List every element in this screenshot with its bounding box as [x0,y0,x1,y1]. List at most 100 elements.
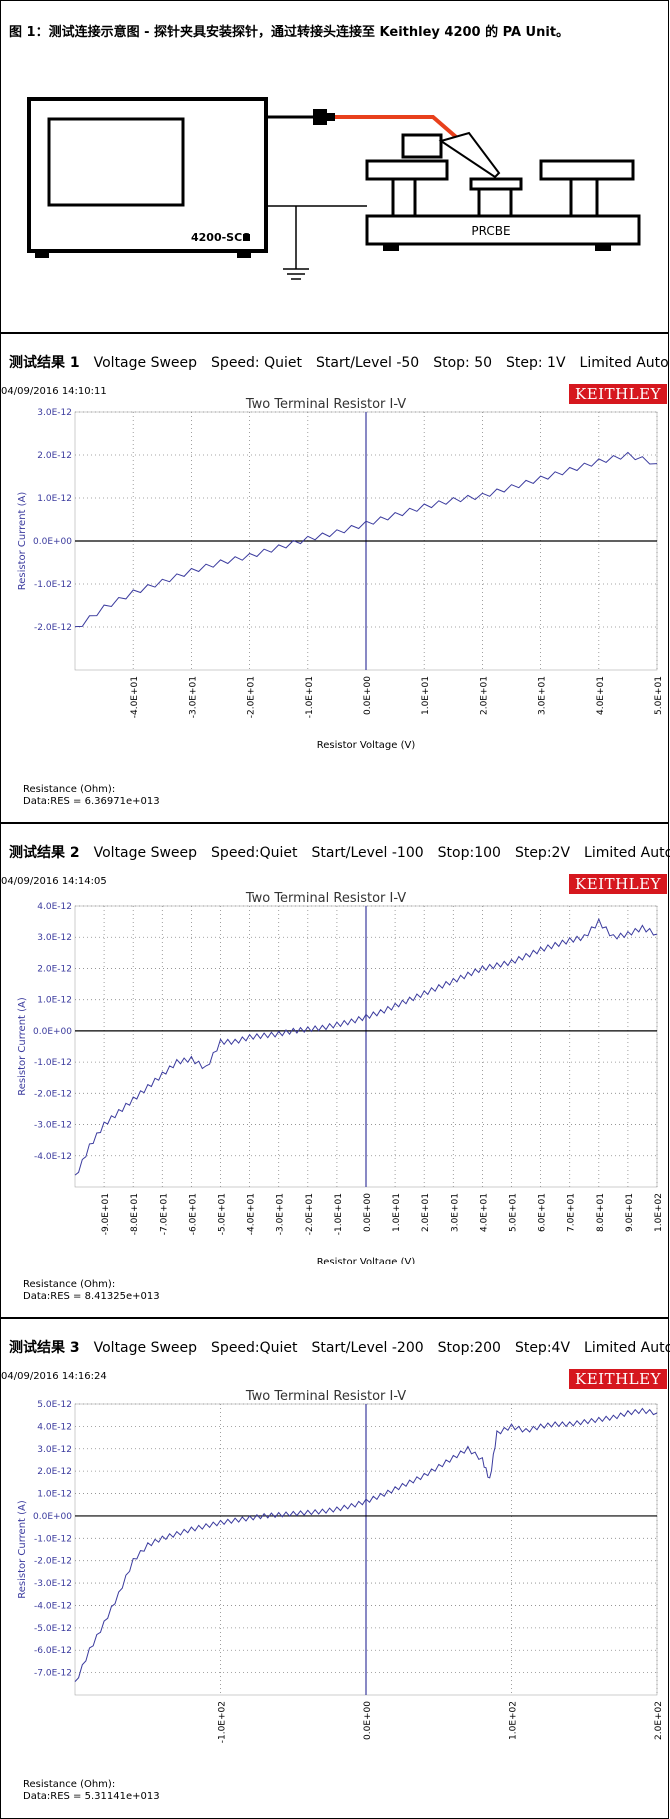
y-tick-label: -1.0E-12 [34,1534,72,1544]
sweep-mode: Voltage Sweep [93,1340,198,1356]
keithley-logo: KEITHLEY [569,874,667,894]
y-tick-label: -1.0E-12 [34,580,72,590]
y-tick-label: 3.0E-12 [37,1445,72,1455]
y-tick-label: -3.0E-12 [34,1121,72,1131]
y-axis-title: Resistor Current (A) [17,492,28,591]
probe-station-label: PRCBE [471,224,510,238]
x-tick-label: -6.0E+01 [188,1193,198,1235]
x-tick-label: -7.0E+01 [159,1193,169,1235]
keithley-logo: KEITHLEY [569,384,667,404]
resistance-readout: Resistance (Ohm): Data:RES = 8.41325e+013 [23,1279,160,1303]
result-label: 测试结果 2 [9,845,80,861]
y-tick-label: 4.0E-12 [37,1422,72,1432]
y-tick-label: -4.0E-12 [34,1152,72,1162]
x-tick-label: 5.0E+01 [509,1193,519,1232]
instrument-foot-right [237,251,251,258]
resistance-label: Resistance (Ohm): [23,784,116,795]
x-tick-label: -3.0E+01 [276,1193,286,1235]
adapter-connector [313,109,327,125]
x-tick-label: 6.0E+01 [538,1193,548,1232]
x-tick-label: 2.0E+01 [479,676,489,715]
iv-trace-line [74,1407,658,1682]
instrument-label: 4200-SCS [191,231,250,244]
x-tick-label: 4.0E+01 [596,676,606,715]
instrument-screen [47,117,185,207]
y-tick-label: -1.0E-12 [34,1058,72,1068]
y-tick-label: -2.0E-12 [34,623,72,633]
sweep-step: Step:2V [514,845,571,861]
x-tick-label: -4.0E+01 [247,1193,257,1235]
sweep-start: Start/Level -200 [311,1340,424,1356]
x-tick-label: -9.0E+01 [101,1193,111,1235]
x-tick-label: 0.0E+00 [363,676,373,715]
y-tick-label: -5.0E-12 [34,1624,72,1634]
x-tick-label: -2.0E+01 [305,1193,315,1235]
left-manipulator [365,159,449,181]
right-manipulator [539,159,635,181]
instrument-foot-left [35,251,49,258]
x-axis-title: Resistor Voltage (V) [317,740,416,751]
result-heading: 测试结果 2 Voltage Sweep Speed:Quiet Start/Leve… [9,842,670,862]
resistance-label: Resistance (Ohm): [23,1279,116,1290]
x-tick-label: 1.0E+02 [509,1701,519,1740]
x-tick-label: 4.0E+01 [479,1193,489,1232]
sweep-speed: Speed:Quiet [211,845,298,861]
sweep-start: Start/Level -100 [311,845,424,861]
x-tick-label: -8.0E+01 [130,1193,140,1235]
sweep-mode: Voltage Sweep [93,845,198,861]
y-tick-label: 5.0E-12 [37,1400,72,1410]
y-tick-label: -3.0E-12 [34,1579,72,1589]
sweep-stop: Stop: 50 [433,355,493,371]
instrument-indicator [243,234,250,241]
result-heading: 测试结果 1 Voltage Sweep Speed: Quiet Start/Lev… [9,352,670,372]
result-label: 测试结果 3 [9,1340,80,1356]
sweep-start: Start/Level -50 [316,355,420,371]
sweep-stop: Stop:200 [437,1340,501,1356]
keithley-logo: KEITHLEY [569,1369,667,1389]
iv-trace-line [74,917,658,1176]
y-tick-label: 1.0E-12 [37,1490,72,1500]
figure-caption: 图 1：测试连接示意图 - 探针夹具安装探针，通过转接头连接至 Keithley… [9,25,570,40]
result-label: 测试结果 1 [9,355,80,371]
iv-chart-2: Two Terminal Resistor I-V -9.0E+01 -8.0E+0… [17,891,664,1264]
timestamp: 04/09/2016 14:10:11 [1,386,107,397]
resistance-value: Data:RES = 8.41325e+013 [23,1291,160,1302]
sweep-speed: Speed: Quiet [211,355,302,371]
sweep-speed: Speed:Quiet [211,1340,298,1356]
sweep-stop: Stop:100 [437,845,501,861]
connection-diagram-figure: 图 1：测试连接示意图 - 探针夹具安装探针，通过转接头连接至 Keithley… [0,0,669,333]
x-tick-label: 5.0E+01 [654,676,664,715]
y-tick-label: 1.0E-12 [37,996,72,1006]
y-tick-label: 2.0E-12 [37,1467,72,1477]
result-panel-3: 测试结果 3 Voltage Sweep Speed:Quiet Start/Leve… [0,1318,670,1819]
x-tick-label: 3.0E+01 [538,676,548,715]
sweep-step: Step:4V [514,1340,571,1356]
resistance-value: Data:RES = 5.31141e+013 [23,1791,160,1802]
sweep-limit: Limited Auto=1nA [584,845,670,861]
chart-title: Two Terminal Resistor I-V [245,397,406,412]
resistance-readout: Resistance (Ohm): Data:RES = 6.36971e+013 [23,784,160,808]
y-tick-label: -7.0E-12 [34,1669,72,1679]
probe-station-base [365,214,641,246]
x-tick-label: 0.0E+00 [363,1193,373,1232]
x-tick-label: 2.0E+02 [654,1701,664,1740]
timestamp: 04/09/2016 14:14:05 [1,876,107,887]
y-tick-label: 3.0E-12 [37,933,72,943]
sweep-limit: Limited Auto=1nA [579,355,670,371]
x-tick-label: 3.0E+01 [450,1193,460,1232]
x-tick-label: -2.0E+01 [247,676,257,718]
connection-diagram: 4200-SCS PRCBE [27,97,641,280]
resistance-readout: Resistance (Ohm): Data:RES = 5.31141e+013 [23,1779,160,1803]
x-tick-label: -1.0E+01 [305,676,315,718]
iv-trace-line [74,451,658,628]
y-tick-label: -6.0E-12 [34,1646,72,1656]
x-axis-title: Resistor Voltage (V) [317,1257,416,1264]
chart-title: Two Terminal Resistor I-V [245,1389,406,1404]
y-axis-title: Resistor Current (A) [17,997,28,1096]
timestamp: 04/09/2016 14:16:24 [1,1371,107,1382]
resistance-value: Data:RES = 6.36971e+013 [23,796,160,807]
sweep-mode: Voltage Sweep [93,355,198,371]
iv-chart-3: Two Terminal Resistor I-V -1.0E+02 0.0E+00… [17,1389,664,1743]
sweep-limit: Limited Auto=1nA [584,1340,670,1356]
y-tick-label: -2.0E-12 [34,1557,72,1567]
